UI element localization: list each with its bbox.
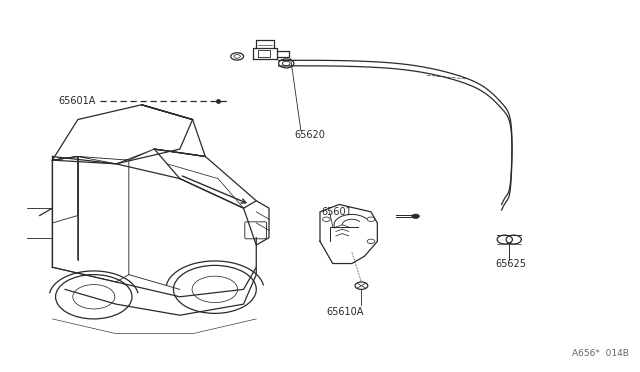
Text: 65625: 65625: [495, 259, 527, 269]
Text: A656*  014B: A656* 014B: [572, 349, 629, 358]
Text: 65610A: 65610A: [327, 307, 364, 317]
Text: 65620: 65620: [294, 130, 325, 140]
Circle shape: [412, 214, 419, 218]
Text: 65601A: 65601A: [59, 96, 96, 106]
Text: 65601: 65601: [321, 207, 352, 217]
